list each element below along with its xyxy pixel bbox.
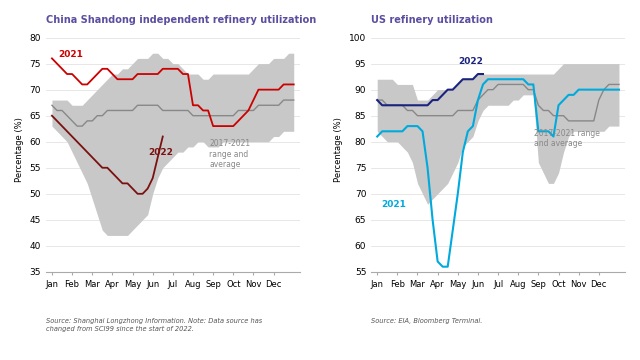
- Text: Source: EIA, Bloomberg Terminal.: Source: EIA, Bloomberg Terminal.: [371, 318, 483, 324]
- Text: 2021: 2021: [381, 200, 406, 209]
- Text: 2022: 2022: [458, 57, 483, 66]
- Text: 2021: 2021: [58, 50, 83, 59]
- Y-axis label: Percentage (%): Percentage (%): [335, 117, 344, 182]
- Text: 2017-2021 range
and average: 2017-2021 range and average: [534, 129, 600, 148]
- Text: US refinery utilization: US refinery utilization: [371, 15, 493, 25]
- Text: 2017-2021
range and
average: 2017-2021 range and average: [209, 139, 250, 169]
- Text: Source: Shanghai Longzhong Information. Note: Data source has
changed from SCI99: Source: Shanghai Longzhong Information. …: [46, 318, 262, 332]
- Text: China Shandong independent refinery utilization: China Shandong independent refinery util…: [46, 15, 316, 25]
- Y-axis label: Percentage (%): Percentage (%): [15, 117, 24, 182]
- Text: 2022: 2022: [148, 148, 173, 157]
